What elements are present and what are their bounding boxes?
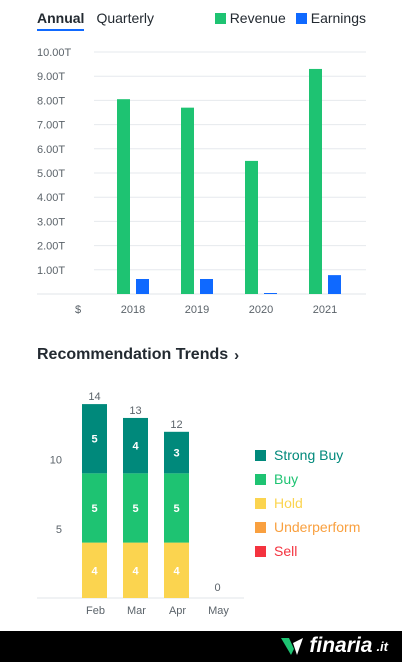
x-tick-label: 2018: [121, 304, 145, 316]
tab-quarterly[interactable]: Quarterly: [96, 10, 155, 26]
rec-bar-segment[interactable]: [82, 473, 107, 543]
earnings-bar[interactable]: [264, 293, 277, 294]
segment-value-label: 4: [132, 441, 139, 453]
recommendation-title: Recommendation Trends: [37, 346, 229, 363]
legend-revenue[interactable]: Revenue: [214, 10, 286, 26]
finaria-logo-icon: [281, 638, 304, 655]
y-tick-label: 10.00T: [37, 47, 72, 59]
x-tick-label: May: [208, 605, 229, 617]
legend-earnings[interactable]: Earnings: [295, 10, 366, 26]
legend-item[interactable]: Sell: [255, 539, 360, 563]
rec-bar-segment[interactable]: [82, 542, 107, 598]
legend-swatch: [255, 521, 266, 533]
legend-item[interactable]: Buy: [255, 467, 360, 491]
x-tick-label: Mar: [127, 605, 146, 617]
segment-value-label: 5: [91, 503, 97, 515]
legend-item[interactable]: Underperform: [255, 515, 360, 539]
legend-swatch: [255, 449, 266, 461]
legend-swatch: [255, 473, 266, 485]
tab-annual[interactable]: Annual: [37, 10, 85, 31]
segment-value-label: 3: [173, 448, 179, 460]
x-tick-label: Apr: [169, 605, 186, 617]
revenue-bar[interactable]: [181, 107, 194, 294]
brand-logo[interactable]: finaria .it: [279, 634, 388, 658]
y-tick-label: 1.00T: [37, 265, 65, 277]
y-tick-label: 5.00T: [37, 168, 65, 180]
y-tick-label: 7.00T: [37, 120, 65, 132]
rec-bar-segment[interactable]: [123, 473, 148, 543]
total-label: 14: [88, 391, 100, 403]
y-tick-label: 8.00T: [37, 95, 65, 107]
revenue-bar[interactable]: [117, 99, 130, 294]
footer-bar: finaria .it: [0, 631, 402, 662]
segment-value-label: 5: [173, 503, 179, 515]
segment-value-label: 5: [91, 434, 97, 446]
rec-bar-segment[interactable]: [164, 431, 189, 474]
revenue-bar[interactable]: [245, 160, 258, 294]
y-tick-label: 9.00T: [37, 71, 65, 83]
y-tick-label: 4.00T: [37, 192, 65, 204]
revenue-swatch: [214, 12, 226, 24]
y-tick-label: 10: [50, 455, 62, 467]
chevron-right-icon: ›: [234, 346, 240, 364]
currency-label: $: [75, 304, 81, 316]
x-tick-label: 2021: [313, 304, 337, 316]
earnings-bar[interactable]: [136, 278, 149, 294]
legend-label: Sell: [274, 543, 298, 559]
legend-item[interactable]: Strong Buy: [255, 443, 360, 467]
segment-value-label: 4: [132, 565, 139, 577]
legend-revenue-label: Revenue: [229, 10, 286, 26]
rec-bar-segment[interactable]: [164, 542, 189, 598]
total-label: 12: [170, 419, 182, 431]
legend-label: Buy: [274, 471, 299, 487]
legend-label: Strong Buy: [274, 447, 344, 463]
brand-name: finaria: [309, 634, 373, 657]
y-tick-label: 2.00T: [37, 241, 65, 253]
rec-bar-segment[interactable]: [164, 473, 189, 543]
earnings-bar[interactable]: [200, 278, 213, 294]
segment-value-label: 4: [173, 565, 180, 577]
recommendation-chart: 5 10 4 5 5 14 Feb 4 5 4 13 Mar 4 5 3 12 Apr 0 May: [37, 391, 244, 617]
total-label: 13: [129, 405, 141, 417]
financials-legend: Revenue Earnings: [214, 10, 366, 26]
y-tick-label: 6.00T: [37, 144, 65, 156]
rec-bar-segment[interactable]: [123, 417, 148, 474]
legend-swatch: [255, 497, 266, 509]
x-tick-label: 2020: [249, 304, 273, 316]
brand-suffix: .it: [376, 638, 388, 654]
legend-label: Hold: [274, 495, 303, 511]
segment-value-label: 5: [132, 503, 138, 515]
recommendation-trends-link[interactable]: Recommendation Trends ›: [37, 346, 239, 364]
earnings-bar[interactable]: [328, 275, 341, 294]
legend-item[interactable]: Hold: [255, 491, 360, 515]
rec-bar-segment[interactable]: [82, 404, 107, 474]
revenue-bar[interactable]: [309, 68, 322, 294]
legend-swatch: [255, 545, 266, 557]
legend-earnings-label: Earnings: [310, 10, 366, 26]
segment-value-label: 4: [91, 565, 98, 577]
financials-chart: 1.00T 2.00T 3.00T 4.00T 5.00T 6.00T 7.00T 8.00T…: [37, 47, 366, 316]
total-label: 0: [214, 582, 220, 594]
x-tick-label: Feb: [86, 605, 105, 617]
y-tick-label: 5: [56, 524, 62, 536]
y-tick-label: 3.00T: [37, 216, 65, 228]
legend-label: Underperform: [274, 519, 361, 535]
rec-bar-segment[interactable]: [123, 542, 148, 598]
recommendation-legend: Strong Buy Buy Hold Underperform Sell: [255, 443, 360, 563]
period-tabs: Annual Quarterly: [37, 10, 154, 31]
x-tick-label: 2019: [185, 304, 209, 316]
earnings-swatch: [295, 12, 307, 24]
